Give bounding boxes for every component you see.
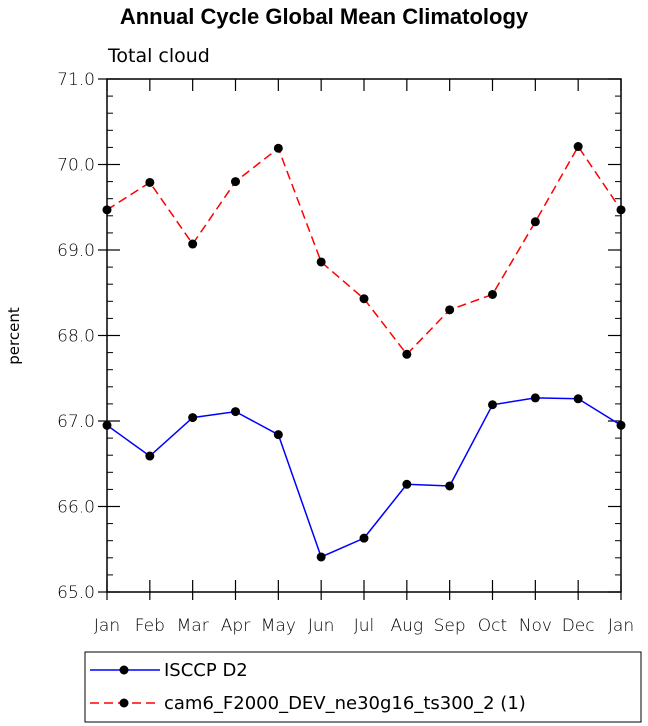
x-tick-label: Feb <box>135 616 165 636</box>
legend-label: cam6_F2000_DEV_ne30g16_ts300_2 (1) <box>164 693 526 714</box>
legend-marker <box>119 698 129 708</box>
data-point <box>573 142 583 152</box>
x-tick-label: Jan <box>608 616 634 636</box>
legend-box <box>84 651 642 723</box>
data-point <box>616 205 626 215</box>
chart-subtitle: Total cloud <box>107 45 210 67</box>
y-tick-label: 69.0 <box>57 241 95 261</box>
data-point <box>445 305 455 315</box>
data-point <box>102 420 112 430</box>
y-tick-label: 68.0 <box>57 327 95 347</box>
data-point <box>359 294 369 304</box>
y-tick-label: 70.0 <box>57 156 95 176</box>
plot-frame <box>106 78 622 593</box>
data-point <box>530 393 540 403</box>
legend: ISCCP D2 cam6_F2000_DEV_ne30g16_ts300_2 (… <box>90 660 526 714</box>
data-point <box>102 205 112 215</box>
series-line <box>106 397 622 558</box>
x-tick-label: Dec <box>562 616 595 636</box>
data-point <box>402 479 412 489</box>
data-point <box>445 481 455 491</box>
data-point <box>273 143 283 153</box>
x-tick-label: Apr <box>221 616 250 636</box>
series-line <box>106 145 622 356</box>
data-point <box>616 420 626 430</box>
data-point <box>488 289 497 299</box>
x-tick-label: Jan <box>94 616 120 636</box>
chart-title: Annual Cycle Global Mean Climatology <box>119 4 529 29</box>
data-point <box>359 533 369 543</box>
axis-ticks <box>98 78 622 600</box>
data-point <box>402 349 412 359</box>
data-point <box>316 552 326 562</box>
data-point <box>231 407 240 417</box>
y-tick-label: 66.0 <box>57 498 95 518</box>
x-tick-label: Nov <box>519 616 552 636</box>
data-point <box>145 177 155 187</box>
data-point <box>145 451 155 461</box>
y-axis-label: percent <box>5 307 23 365</box>
x-tick-label: May <box>261 616 296 636</box>
y-tick-label: 67.0 <box>57 412 95 432</box>
data-point <box>573 394 583 404</box>
x-tick-labels: Jan Feb Mar Apr May Jun Jul Aug Sep Oct Nov Dec Jan <box>94 616 634 636</box>
x-tick-label: Sep <box>434 616 466 636</box>
data-point <box>316 257 326 267</box>
x-tick-label: Oct <box>478 616 507 636</box>
x-tick-label: Jun <box>308 616 335 636</box>
x-tick-label: Aug <box>391 616 424 636</box>
y-tick-labels: 65.0 66.0 67.0 68.0 69.0 70.0 71.0 <box>57 70 95 603</box>
y-tick-label: 65.0 <box>57 583 95 603</box>
data-point <box>488 400 497 410</box>
data-point <box>273 430 283 440</box>
data-point <box>530 217 540 227</box>
x-tick-label: Jul <box>354 616 375 636</box>
legend-marker <box>119 665 129 675</box>
legend-label: ISCCP D2 <box>164 660 248 681</box>
y-tick-label: 71.0 <box>57 70 95 90</box>
x-tick-label: Mar <box>177 616 209 636</box>
data-point <box>188 239 198 249</box>
data-point <box>231 177 240 187</box>
series-group <box>102 142 626 562</box>
data-point <box>188 413 198 423</box>
